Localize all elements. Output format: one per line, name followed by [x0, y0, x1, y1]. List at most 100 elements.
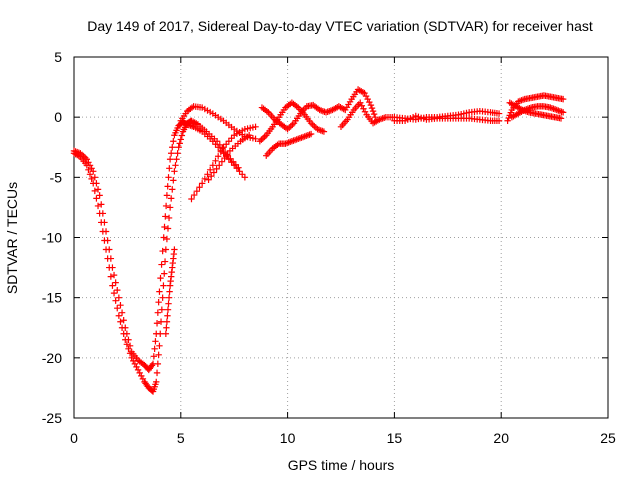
data-point	[164, 312, 171, 319]
data-point	[155, 298, 162, 306]
data-point	[208, 172, 215, 180]
data-point	[101, 237, 108, 244]
data-point	[154, 309, 162, 316]
data-point	[261, 133, 268, 140]
y-tick-label: 5	[54, 49, 62, 65]
data-point	[557, 115, 565, 122]
data-point	[98, 201, 105, 208]
data-point	[165, 300, 172, 307]
data-point	[166, 288, 173, 295]
chart-title: Day 149 of 2017, Sidereal Day-to-day VTE…	[87, 18, 593, 34]
data-point	[112, 297, 119, 304]
data-point	[112, 279, 119, 286]
data-point	[91, 187, 99, 195]
data-point	[85, 166, 92, 174]
data-point	[85, 159, 92, 166]
data-point	[106, 264, 113, 271]
x-tick-label: 10	[280, 430, 296, 446]
series-track-n	[508, 103, 567, 121]
x-tick-label: 15	[387, 430, 403, 446]
data-point	[162, 246, 170, 253]
data-point	[209, 162, 217, 169]
data-point	[133, 363, 140, 371]
data-point	[196, 184, 203, 191]
data-point	[164, 306, 172, 313]
x-axis-title: GPS time / hours	[288, 457, 395, 473]
data-point	[204, 171, 211, 178]
data-point	[320, 128, 328, 135]
data-point	[83, 162, 91, 169]
data-point	[178, 132, 186, 139]
series-track-i	[258, 86, 379, 133]
data-point	[164, 225, 172, 232]
data-point	[198, 180, 206, 187]
data-point	[91, 174, 99, 181]
data-point	[367, 101, 375, 109]
data-point	[219, 145, 226, 152]
data-point	[159, 294, 166, 301]
data-point	[174, 150, 181, 157]
data-point	[134, 366, 142, 374]
data-point	[126, 350, 134, 357]
data-point	[156, 342, 163, 349]
data-point	[88, 175, 95, 183]
data-point	[289, 121, 296, 128]
data-point	[216, 162, 223, 169]
y-axis-title: SDTVAR / TECUs	[4, 182, 20, 294]
data-point	[217, 148, 225, 155]
data-point	[120, 317, 127, 324]
axis-ticks: 0 5 10 15 20 25 -25 -20 -15 -10 -5 0 5	[42, 49, 616, 446]
data-point	[114, 304, 121, 312]
data-point	[205, 176, 212, 183]
data-point	[361, 108, 369, 115]
data-point	[120, 330, 127, 337]
data-point	[163, 235, 171, 243]
data-point	[90, 168, 97, 175]
data-point	[171, 246, 178, 253]
x-tick-label: 20	[493, 430, 509, 446]
series-track-l	[504, 92, 567, 124]
data-point	[366, 98, 373, 106]
data-point	[221, 154, 228, 162]
y-tick-label: -10	[42, 230, 62, 246]
data-point	[235, 164, 242, 171]
data-point	[368, 104, 376, 112]
data-point	[110, 271, 118, 279]
data-point	[118, 309, 126, 316]
data-point	[173, 156, 180, 163]
data-point	[151, 345, 158, 353]
data-point	[177, 136, 184, 143]
y-tick-label: 0	[54, 109, 62, 125]
data-point	[161, 258, 169, 265]
data-point	[96, 210, 103, 217]
x-tick-label: 25	[600, 430, 616, 446]
data-point	[190, 191, 198, 199]
data-point	[157, 318, 165, 325]
data-point	[169, 186, 176, 193]
data-point	[123, 341, 131, 348]
data-point	[161, 270, 168, 277]
data-point	[162, 202, 170, 210]
data-point	[166, 165, 173, 172]
series-track-a	[70, 118, 249, 374]
data-point	[241, 174, 249, 181]
data-point	[107, 273, 115, 280]
data-point	[115, 294, 123, 301]
data-point	[136, 369, 143, 377]
data-point	[153, 378, 160, 386]
data-point	[201, 175, 209, 183]
data-point	[118, 324, 126, 331]
data-point	[126, 342, 134, 349]
data-point	[94, 186, 102, 193]
data-point	[93, 195, 100, 202]
series-track-c	[162, 246, 178, 337]
data-point	[213, 165, 220, 173]
data-point	[122, 336, 129, 343]
data-point	[171, 168, 178, 175]
data-point	[162, 330, 170, 337]
data-point	[167, 150, 175, 157]
data-point	[96, 192, 103, 199]
data-point	[166, 156, 174, 163]
data-point	[94, 202, 102, 210]
